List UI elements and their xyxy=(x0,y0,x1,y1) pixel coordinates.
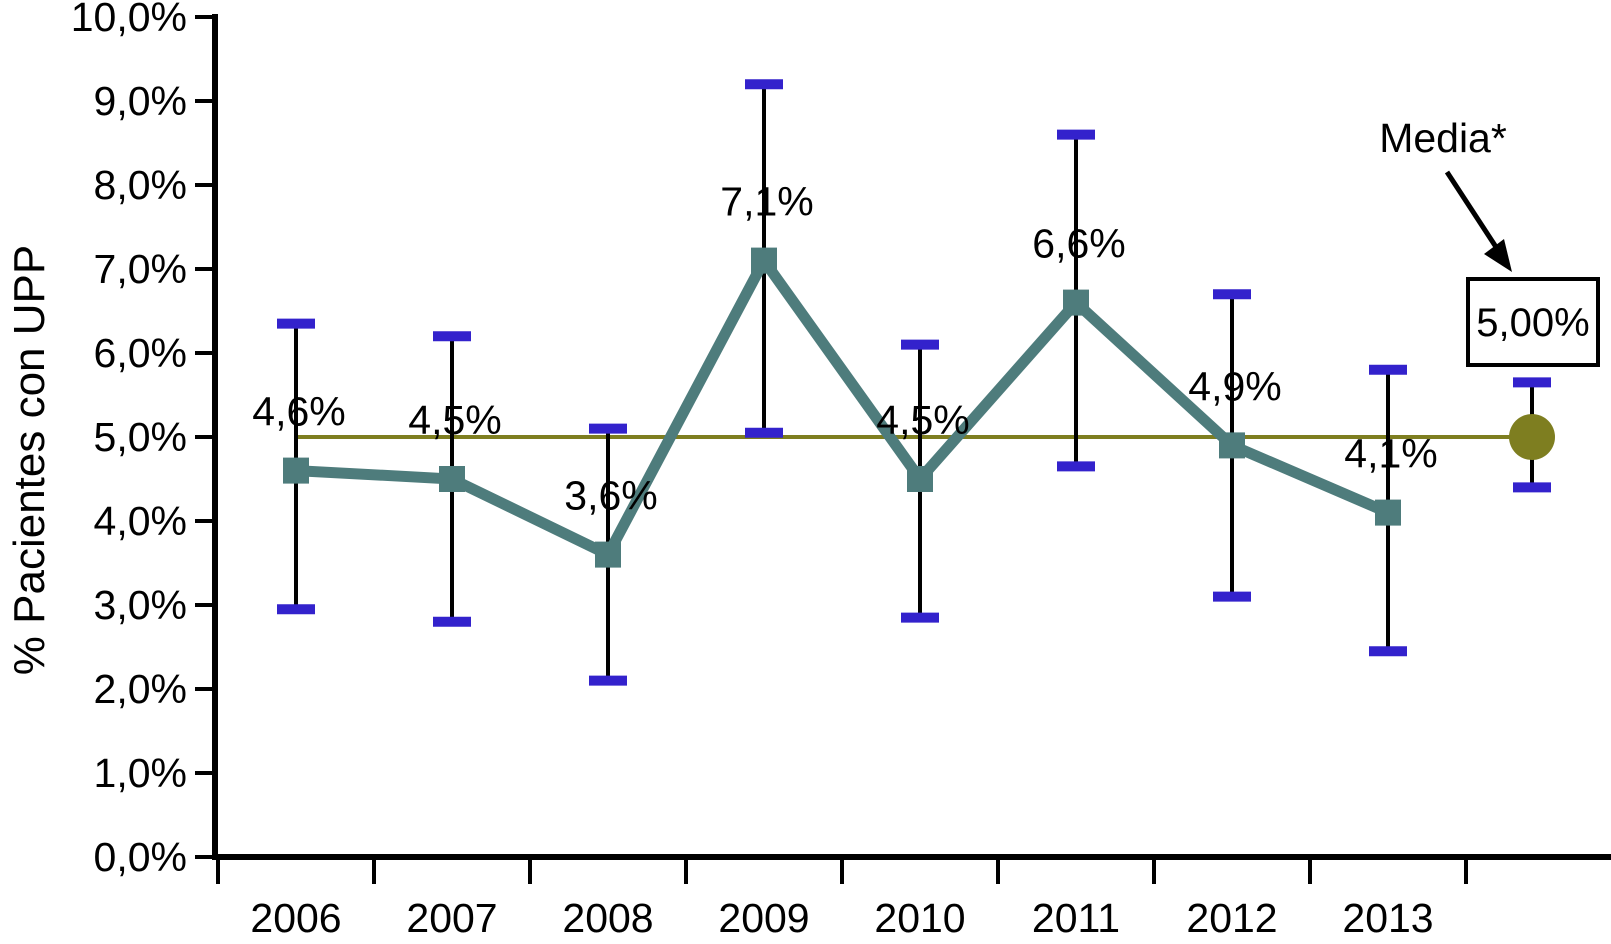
series-group xyxy=(283,247,1555,568)
mean-arrow-head xyxy=(1484,239,1512,272)
x-axis-category-label: 2011 xyxy=(1032,895,1120,941)
series-marker-2013 xyxy=(1375,499,1401,526)
y-axis-tick-label: 5,0% xyxy=(94,414,187,460)
mean-marker xyxy=(1509,414,1555,460)
y-axis-tick-label: 0,0% xyxy=(94,834,187,880)
y-axis-tick-label: 2,0% xyxy=(94,666,187,712)
series-marker-2009 xyxy=(751,247,777,274)
y-axis-tick-label: 10,0% xyxy=(71,0,187,40)
y-axis-tick-label: 3,0% xyxy=(94,582,187,628)
x-axis-category-label: 2012 xyxy=(1186,895,1277,941)
point-label-2011: 6,6% xyxy=(1032,221,1125,267)
mean-value-box xyxy=(1466,277,1600,367)
labels-group: 4,6% 4,5% 3,6% 7,1% 4,5% 6,6% 4,9% 4,1% xyxy=(252,179,1437,519)
point-label-2013: 4,1% xyxy=(1344,431,1437,477)
error-bars-group xyxy=(277,79,1551,686)
series-marker-2006 xyxy=(283,457,309,484)
series-marker-2010 xyxy=(907,466,933,492)
x-axis-category-label: 2008 xyxy=(562,895,653,941)
x-axis-category-label: 2007 xyxy=(406,895,497,941)
y-axis-tick-label: 8,0% xyxy=(94,162,187,208)
mean-value-text: 5,00% xyxy=(1476,301,1589,345)
y-axis-title: % Pacientes con UPP xyxy=(5,245,54,675)
point-label-2009: 7,1% xyxy=(720,179,813,225)
mean-arrow-line xyxy=(1444,170,1499,249)
x-axis-category-label: 2009 xyxy=(718,895,809,941)
x-axis-category-label: 2006 xyxy=(250,895,341,941)
y-axis-tick-label: 9,0% xyxy=(94,78,187,124)
series-marker-2008 xyxy=(595,541,621,568)
point-label-2007: 4,5% xyxy=(408,397,501,443)
y-axis-tick-label: 7,0% xyxy=(94,246,187,292)
series-marker-2012 xyxy=(1219,432,1245,459)
series-marker-2007 xyxy=(439,466,465,492)
x-axis-category-label: 2010 xyxy=(874,895,965,941)
point-label-2006: 4,6% xyxy=(252,389,345,435)
series-marker-2011 xyxy=(1063,289,1089,316)
y-axis-tick-label: 6,0% xyxy=(94,330,187,376)
y-axis-tick-label: 4,0% xyxy=(94,498,187,544)
y-axis-tick-label: 1,0% xyxy=(94,750,187,796)
point-label-2012: 4,9% xyxy=(1188,363,1281,409)
axes-group: 0,0% 1,0% 2,0% 3,0% 4,0% 5,0% 6,0% 7,0% 8,0% 9,0%… xyxy=(71,0,1611,941)
series-line xyxy=(295,250,1391,562)
x-axis-category-label: 2013 xyxy=(1342,895,1433,941)
point-label-2010: 4,5% xyxy=(876,397,969,443)
mean-annotation-label: Media* xyxy=(1379,115,1507,161)
point-label-2008: 3,6% xyxy=(564,473,657,519)
